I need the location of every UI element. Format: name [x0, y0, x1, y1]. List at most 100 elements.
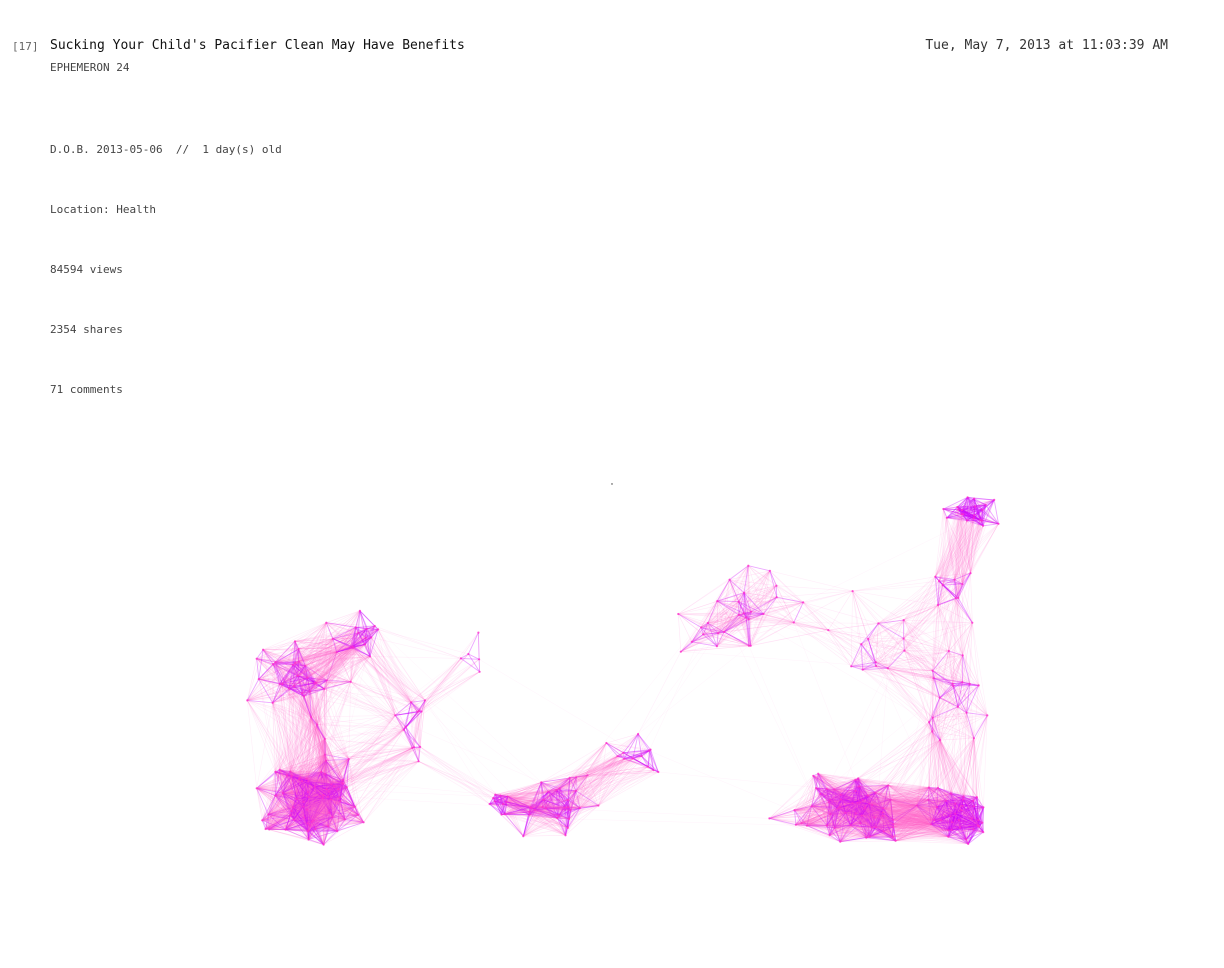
network-edge: [291, 775, 301, 779]
network-edge: [299, 777, 312, 822]
network-edge: [327, 816, 334, 827]
network-edge: [342, 758, 350, 781]
network-edge: [256, 788, 316, 830]
network-edge: [291, 776, 330, 792]
network-edge: [315, 796, 321, 829]
network-edge: [279, 769, 308, 810]
network-edge: [315, 758, 350, 830]
network-edge: [332, 806, 356, 818]
network-edge: [247, 700, 291, 772]
network-edge: [268, 791, 309, 830]
network-edge: [282, 777, 301, 794]
network-edge: [286, 775, 324, 796]
network-edge: [289, 716, 312, 772]
network-edge: [303, 801, 329, 827]
network-edge: [315, 682, 326, 774]
network-edge: [269, 794, 324, 830]
network-edge: [328, 779, 344, 792]
network-edge: [286, 774, 300, 780]
network-edge: [306, 809, 330, 814]
network-edge: [308, 787, 348, 840]
network-edge: [309, 691, 326, 774]
network-edge: [308, 780, 335, 787]
network-edge: [330, 798, 356, 808]
network-edge: [301, 780, 324, 796]
network-edge: [308, 820, 314, 840]
network-edge: [346, 787, 364, 823]
network-edge: [324, 738, 356, 807]
network-edge: [290, 778, 300, 816]
network-edge: [321, 758, 349, 773]
network-edge: [303, 801, 316, 830]
network-edge: [306, 771, 322, 810]
network-edge: [315, 799, 332, 830]
network-edge: [314, 786, 356, 808]
network-edge: [279, 769, 341, 798]
network-edge: [308, 784, 332, 840]
network-edge: [323, 786, 347, 796]
network-edge: [265, 791, 330, 830]
network-edge: [247, 700, 300, 780]
network-edge: [299, 691, 311, 778]
network-edge: [268, 814, 310, 826]
network-edge: [304, 787, 347, 818]
network-edge: [289, 771, 300, 780]
network-edge: [324, 773, 341, 798]
network-edge: [299, 777, 310, 826]
network-edge: [291, 776, 330, 813]
network-edge: [268, 771, 276, 815]
network-edge: [296, 785, 335, 799]
network-edge: [327, 786, 335, 827]
network-edge: [279, 683, 283, 770]
network-edge: [309, 801, 341, 826]
network-edge: [324, 754, 356, 807]
network-edge: [299, 778, 332, 785]
network-edge: [282, 771, 291, 794]
network-edge: [331, 779, 344, 785]
network-edge: [310, 717, 335, 787]
network-edge: [269, 783, 332, 830]
network-edge: [326, 788, 364, 823]
network-edge: [298, 758, 349, 780]
network-edge: [300, 777, 341, 798]
network-edge: [275, 771, 314, 821]
network-edge: [304, 797, 324, 818]
network-edge: [269, 783, 344, 830]
network-edge: [307, 783, 332, 793]
network-edge: [275, 771, 309, 840]
network-edge: [289, 771, 316, 788]
network-edge: [323, 754, 325, 796]
network-edge: [315, 806, 356, 830]
network-edge: [299, 777, 309, 832]
network-edge: [279, 769, 304, 807]
network-edge: [342, 779, 356, 807]
network-edge: [275, 686, 295, 772]
network-edge: [293, 795, 324, 821]
shares-line: 2354 shares: [50, 323, 123, 336]
network-edge: [291, 801, 341, 812]
network-edge: [315, 798, 324, 829]
network-edge: [299, 777, 309, 840]
network-edge: [268, 798, 297, 830]
network-edge: [308, 781, 310, 826]
network-edge: [298, 724, 318, 780]
network-edge: [323, 782, 343, 796]
network-edge: [320, 681, 351, 772]
network-edge: [315, 788, 339, 830]
network-edge: [279, 769, 339, 790]
network-edge: [329, 806, 356, 814]
network-edge: [285, 773, 326, 830]
network-edge: [279, 769, 310, 826]
network-edge: [289, 771, 330, 813]
network-edge: [286, 775, 309, 793]
network-edge: [308, 822, 364, 840]
network-edge: [279, 769, 359, 816]
network-edge: [292, 806, 314, 821]
network-edge: [291, 810, 309, 840]
network-edge: [290, 801, 341, 816]
network-edge: [290, 771, 326, 775]
network-edge: [282, 778, 300, 794]
network-edge: [332, 779, 344, 818]
network-edge: [286, 775, 329, 827]
network-edge: [292, 806, 311, 826]
